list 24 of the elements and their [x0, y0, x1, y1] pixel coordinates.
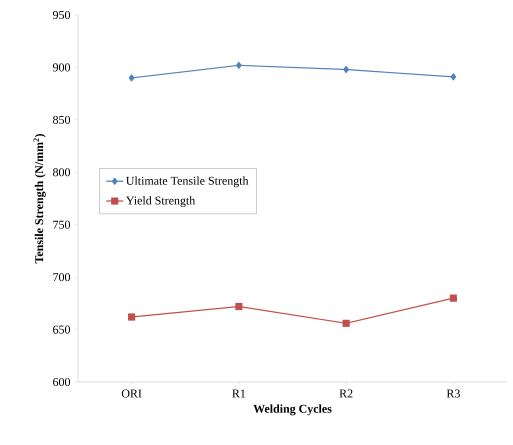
- legend-label: Ultimate Tensile Strength: [126, 176, 248, 188]
- point: [235, 302, 242, 310]
- point: [450, 294, 457, 302]
- point: [450, 73, 456, 80]
- x-axis-title: Welding Cycles: [253, 404, 332, 416]
- legend-label: Yield Strength: [126, 196, 196, 208]
- x-tick-label: R1: [232, 390, 246, 398]
- y-tick-label: 700: [53, 273, 70, 282]
- y-tick-label: 950: [52, 10, 70, 20]
- x-tick-label: ORI: [122, 390, 142, 398]
- y-tick-label: 850: [53, 116, 70, 124]
- y-tick-label: 750: [53, 220, 70, 229]
- point: [342, 320, 350, 327]
- point: [343, 66, 349, 74]
- point: [236, 62, 242, 69]
- y-tick-label: 900: [52, 63, 70, 72]
- y-axis-title: Tensile Strength (N/mm$^{2}$): [33, 134, 46, 264]
- y-tick-label: 600: [53, 378, 70, 386]
- y-tick-label: 800: [53, 168, 70, 176]
- x-tick-label: R3: [446, 390, 460, 398]
- point: [128, 74, 134, 82]
- x-tick-label: R2: [339, 390, 352, 398]
- point: [128, 313, 136, 321]
- y-tick-label: 650: [53, 326, 70, 334]
